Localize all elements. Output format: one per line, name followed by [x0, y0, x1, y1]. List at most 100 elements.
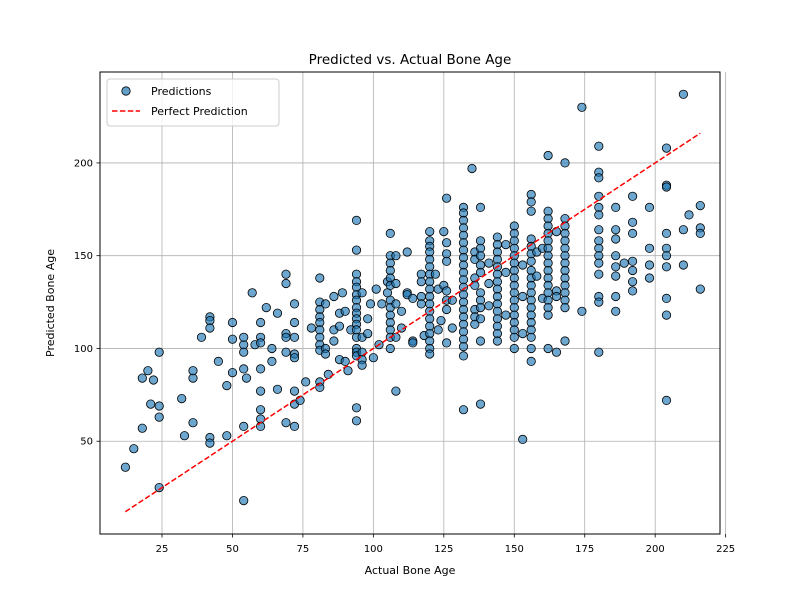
data-point — [627, 191, 638, 201]
data-point — [678, 225, 689, 235]
x-axis-ticks: 25 50 75 100 125 150 175 200 225 — [156, 534, 735, 555]
data-point — [518, 328, 528, 339]
data-point — [594, 191, 604, 201]
data-point — [627, 228, 638, 238]
data-point — [439, 227, 449, 237]
data-point — [447, 323, 457, 333]
data-point — [315, 273, 325, 283]
data-point — [644, 260, 655, 270]
data-point — [441, 256, 452, 266]
data-point — [475, 202, 486, 212]
data-point — [154, 412, 164, 422]
data-point — [363, 314, 373, 324]
data-point — [396, 306, 407, 316]
data-point — [458, 351, 469, 361]
data-point — [154, 482, 164, 493]
data-point — [458, 405, 469, 415]
data-point — [239, 332, 249, 342]
data-point — [695, 228, 705, 238]
data-point — [340, 306, 350, 316]
data-point — [458, 341, 469, 352]
data-point — [611, 262, 621, 272]
data-point — [611, 271, 621, 281]
data-point — [368, 353, 378, 363]
data-point — [306, 323, 316, 333]
data-point — [148, 375, 159, 385]
data-point — [385, 228, 395, 238]
data-point — [188, 418, 198, 428]
data-point — [543, 310, 553, 320]
data-point — [329, 291, 339, 302]
x-tick-label: 100 — [364, 544, 383, 555]
legend-box — [106, 78, 280, 127]
data-point — [425, 349, 435, 359]
data-point — [205, 323, 215, 333]
data-point — [594, 269, 604, 279]
legend-label-perfect-prediction: Perfect Prediction — [151, 105, 248, 118]
data-point — [501, 267, 511, 277]
data-point — [661, 262, 672, 272]
data-point — [255, 386, 266, 396]
data-point — [371, 284, 381, 294]
data-point — [551, 347, 562, 357]
y-tick-label: 200 — [74, 158, 93, 169]
data-point — [436, 315, 446, 326]
data-point — [143, 366, 153, 376]
data-point — [239, 347, 249, 357]
data-point — [320, 349, 331, 359]
data-point — [416, 299, 426, 309]
data-point — [627, 265, 638, 276]
data-point — [594, 347, 604, 357]
data-point — [475, 267, 486, 277]
data-point — [661, 251, 672, 261]
data-point — [611, 306, 621, 316]
data-point — [475, 302, 486, 313]
data-point — [560, 302, 570, 313]
data-point — [661, 395, 672, 405]
data-point — [272, 384, 283, 394]
data-point — [205, 438, 215, 448]
data-point — [261, 302, 271, 313]
data-point — [241, 373, 252, 383]
data-point — [239, 364, 249, 374]
data-point — [484, 258, 494, 268]
data-point — [532, 271, 542, 281]
data-point — [377, 299, 387, 309]
data-point — [239, 495, 249, 506]
data-point — [391, 332, 401, 342]
data-point — [492, 336, 502, 346]
data-point — [227, 317, 238, 328]
data-point — [661, 293, 672, 303]
data-point — [430, 269, 440, 279]
data-point — [560, 336, 570, 346]
data-point — [343, 366, 353, 376]
legend-marker-predictions — [121, 86, 131, 96]
data-point — [467, 163, 477, 174]
data-point — [475, 251, 486, 261]
data-point — [644, 202, 655, 212]
x-tick-label: 200 — [646, 544, 665, 555]
data-point — [154, 347, 164, 357]
data-point — [408, 338, 418, 348]
data-point — [627, 286, 638, 296]
data-point — [526, 256, 536, 266]
data-point — [441, 238, 452, 248]
data-point — [619, 258, 629, 268]
data-point — [267, 343, 277, 354]
x-tick-label: 175 — [575, 544, 594, 555]
perfect-prediction-line — [124, 132, 701, 513]
data-point — [475, 399, 486, 409]
data-point — [577, 102, 587, 112]
data-point — [501, 240, 511, 250]
x-tick-label: 25 — [156, 544, 169, 555]
data-point — [402, 247, 412, 257]
data-point — [594, 225, 604, 235]
y-tick-label: 150 — [74, 251, 93, 262]
data-point — [627, 277, 638, 287]
data-point — [661, 310, 672, 320]
data-point — [425, 227, 435, 237]
data-point — [301, 377, 311, 387]
data-point — [120, 462, 131, 472]
data-point — [543, 343, 553, 354]
